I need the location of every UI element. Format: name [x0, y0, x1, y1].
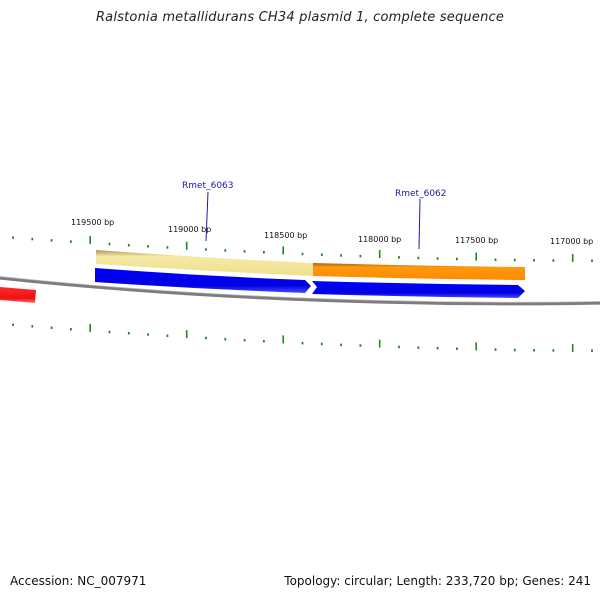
gene-label-text-rmet-6062: Rmet_6062 — [395, 189, 447, 199]
leader-line-rmet-6062 — [418, 198, 421, 250]
backbone-arc — [0, 276, 600, 306]
feature-track — [96, 250, 525, 280]
tick-label-119000: 119000 bp — [168, 225, 211, 234]
tick-label-118500: 118500 bp — [264, 231, 307, 240]
cds-arrow-rmet-6063[interactable] — [95, 268, 311, 293]
tick-label-118000: 118000 bp — [358, 235, 401, 244]
cds-arrow-rmet-6062[interactable] — [312, 281, 525, 298]
gene-feature-rmet-6063[interactable] — [96, 250, 313, 276]
tick-labels: 119500 bp 119000 bp 118500 bp 118000 bp … — [71, 218, 593, 246]
gene-label-rmet-6062[interactable]: Rmet_6062 — [395, 189, 447, 250]
outer-tick-ring — [12, 236, 593, 262]
leader-line-rmet-6063 — [205, 191, 209, 242]
map-title: Ralstonia metallidurans CH34 plasmid 1, … — [95, 10, 505, 25]
tick-label-117500: 117500 bp — [455, 236, 498, 245]
topology-summary: Topology: circular; Length: 233,720 bp; … — [284, 574, 591, 588]
tick-label-119500: 119500 bp — [71, 218, 114, 227]
cds-track — [0, 268, 525, 303]
gene-feature-rmet-6062[interactable] — [313, 263, 525, 280]
inner-tick-ring — [12, 323, 593, 352]
backbone-arc-highlight — [0, 276, 600, 303]
gene-label-rmet-6063[interactable]: Rmet_6063 — [182, 181, 234, 242]
partial-feature-red[interactable] — [0, 287, 36, 303]
accession-text: Accession: NC_007971 — [10, 574, 147, 588]
gene-label-text-rmet-6063: Rmet_6063 — [182, 181, 234, 191]
tick-label-117000: 117000 bp — [550, 237, 593, 246]
